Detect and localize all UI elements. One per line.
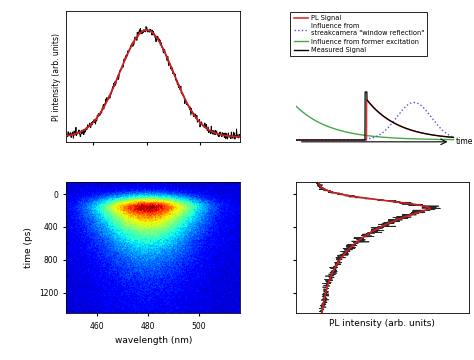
X-axis label: PL intensity (arb. units): PL intensity (arb. units) bbox=[329, 319, 435, 328]
Y-axis label: PI intensity (arb. units): PI intensity (arb. units) bbox=[52, 32, 61, 121]
Y-axis label: time (ps): time (ps) bbox=[24, 227, 33, 268]
Legend: PL Signal, Influence from
streakcamera "window reflection", Influence from forme: PL Signal, Influence from streakcamera "… bbox=[290, 12, 428, 56]
X-axis label: wavelength (nm): wavelength (nm) bbox=[115, 336, 192, 345]
